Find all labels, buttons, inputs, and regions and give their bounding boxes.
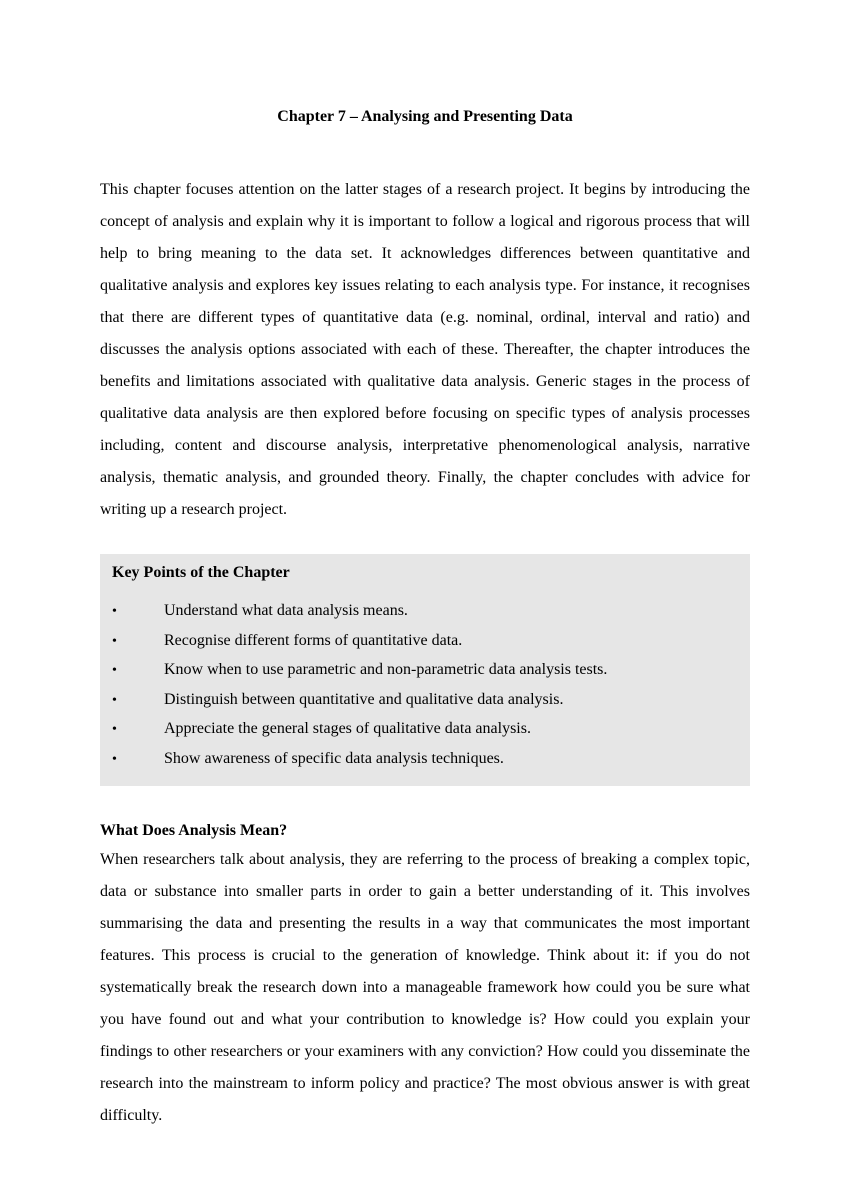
- key-points-box: Key Points of the Chapter •Understand wh…: [100, 554, 750, 786]
- list-item: •Recognise different forms of quantitati…: [112, 626, 738, 656]
- intro-paragraph: This chapter focuses attention on the la…: [100, 174, 750, 526]
- list-item-text: Show awareness of specific data analysis…: [164, 744, 504, 774]
- bullet-icon: •: [112, 717, 164, 743]
- list-item: •Know when to use parametric and non-par…: [112, 655, 738, 685]
- list-item: •Appreciate the general stages of qualit…: [112, 714, 738, 744]
- list-item: •Show awareness of specific data analysi…: [112, 744, 738, 774]
- list-item: •Understand what data analysis means.: [112, 596, 738, 626]
- list-item-text: Know when to use parametric and non-para…: [164, 655, 607, 685]
- key-points-heading: Key Points of the Chapter: [112, 564, 738, 582]
- section-paragraph: When researchers talk about analysis, th…: [100, 844, 750, 1132]
- list-item-text: Understand what data analysis means.: [164, 596, 408, 626]
- list-item-text: Distinguish between quantitative and qua…: [164, 685, 563, 715]
- bullet-icon: •: [112, 747, 164, 773]
- list-item-text: Recognise different forms of quantitativ…: [164, 626, 462, 656]
- bullet-icon: •: [112, 629, 164, 655]
- list-item: •Distinguish between quantitative and qu…: [112, 685, 738, 715]
- bullet-icon: •: [112, 658, 164, 684]
- list-item-text: Appreciate the general stages of qualita…: [164, 714, 531, 744]
- chapter-title: Chapter 7 – Analysing and Presenting Dat…: [100, 108, 750, 126]
- bullet-icon: •: [112, 688, 164, 714]
- key-points-list: •Understand what data analysis means. •R…: [112, 596, 738, 774]
- section-heading: What Does Analysis Mean?: [100, 822, 750, 840]
- bullet-icon: •: [112, 599, 164, 625]
